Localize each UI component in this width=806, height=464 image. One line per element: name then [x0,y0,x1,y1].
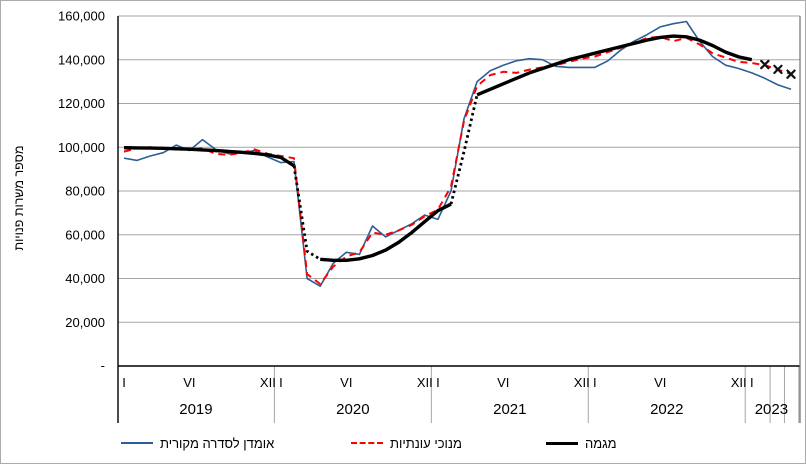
x-axis-month-label: XII [417,375,433,390]
y-axis-tick-label: 60,000 [65,227,105,242]
series-trend-line [320,202,452,262]
legend-label-seasonally-adjusted: מנוכי עונתיות [390,435,462,451]
legend-item-original-series: אומדן לסדרה מקורית [121,431,274,455]
x-axis-year-label: 2020 [336,401,369,418]
x-axis-month-label: XII [574,375,590,390]
seasonally-adjusted-dashed-line-icon [351,442,383,444]
y-axis-tick-label: 80,000 [65,184,105,199]
y-axis-title: מספר משרות פנויות [12,146,26,251]
x-axis-month-label: I [750,375,754,390]
legend-label-original-series: אומדן לסדרה מקורית [160,435,275,451]
x-axis-year-label: 2021 [493,401,526,418]
x-axis-year-label: 2022 [650,401,683,418]
original-series-line-icon [121,442,153,444]
chart-legend: אומדן לסדרה מקורית מנוכי עונתיות מגמה [1,431,805,457]
chart-plot-area: 160,000 140,000 120,000 100,000 80,000 60,000… [12,9,801,423]
series-seasonally-adjusted-line [123,35,792,285]
trend-provisional-x-marker-icon [786,69,796,79]
trend-provisional-x-marker-icon [773,64,783,75]
series-trend-line [476,34,753,97]
legend-item-trend: מגמה [546,431,617,455]
x-axis-year-label: 2023 [755,401,788,418]
x-axis-month-label: VI [497,375,509,390]
x-axis-month-label: I [593,375,597,390]
x-axis-month-label: VI [654,375,666,390]
x-axis-month-label: VI [183,375,195,390]
x-axis-month-label: I [122,375,126,390]
y-axis-tick-label: 140,000 [58,52,105,67]
y-axis-tick-label: 100,000 [58,140,105,155]
legend-label-trend: מגמה [585,435,617,451]
y-axis-tick-label: 20,000 [65,315,105,330]
trend-line-icon [546,441,578,445]
legend-item-seasonally-adjusted: מנוכי עונתיות [351,431,462,455]
series-trend-dotted-segment [449,94,479,205]
x-axis-month-label: I [436,375,440,390]
y-axis-tick-label: 160,000 [58,9,105,24]
trend-provisional-x-marker-icon [760,59,770,70]
y-axis-tick-label: 120,000 [58,96,105,111]
x-axis-month-label: I [279,375,283,390]
x-axis-month-label: XII [260,375,276,390]
y-axis-tick-label: 40,000 [65,271,105,286]
series-trend-line [123,146,295,168]
series-trend-dotted-segment [292,165,321,261]
y-axis-zero-label: - [101,358,105,373]
x-axis-month-label: XII [731,375,747,390]
x-axis-month-label: VI [340,375,352,390]
x-axis-year-label: 2019 [179,401,212,418]
